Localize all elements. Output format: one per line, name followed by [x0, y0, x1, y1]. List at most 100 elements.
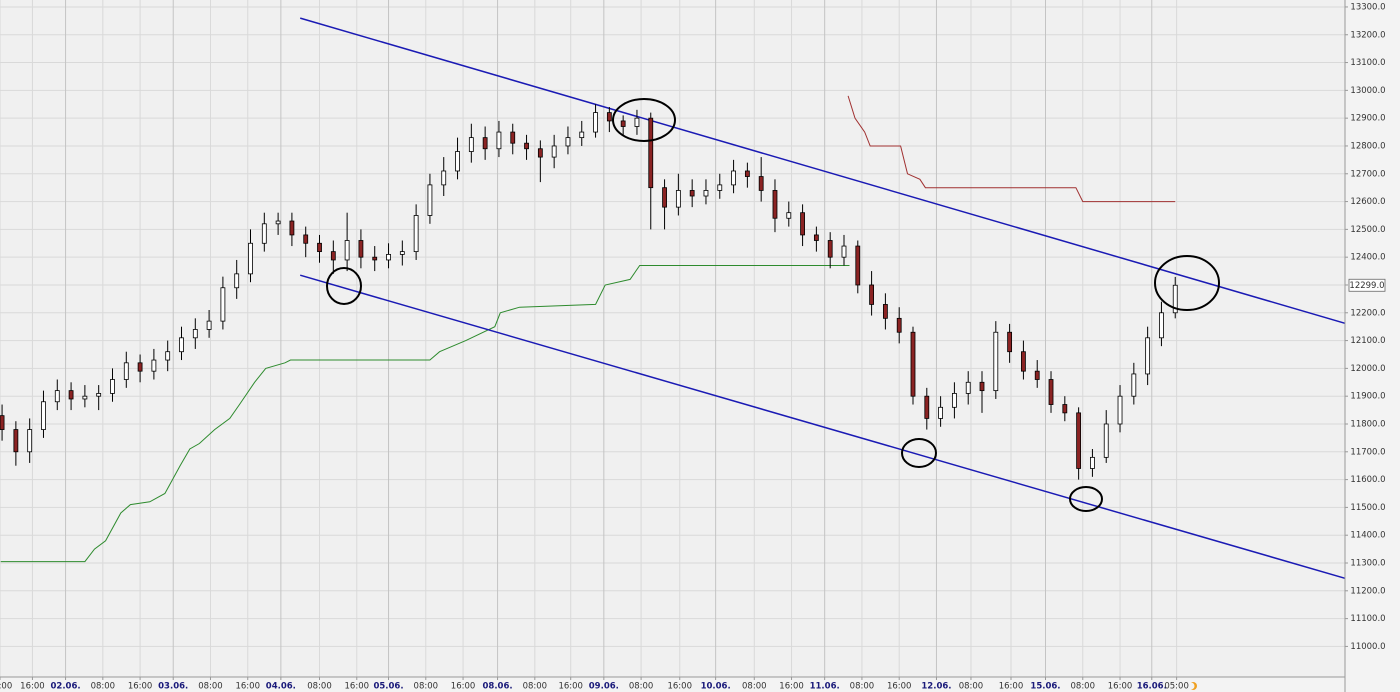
x-tick-label: 03.06.: [158, 682, 188, 692]
candle-body: [551, 145, 557, 158]
x-tick-label: 08:00: [307, 682, 332, 692]
candle-body: [192, 329, 198, 339]
candle-body: [1021, 351, 1026, 372]
y-tick-label: 12200.0: [1350, 308, 1385, 318]
x-tick-label: 08:00: [742, 682, 767, 692]
annotations: [326, 98, 1220, 512]
candle-body: [675, 190, 681, 208]
candle-body: [689, 190, 695, 197]
candle-body: [151, 359, 157, 372]
y-axis-area: [1345, 0, 1400, 692]
candle-body: [813, 234, 819, 241]
candle-body: [537, 148, 543, 158]
candle-body: [1131, 373, 1137, 397]
candle-body: [800, 212, 805, 236]
x-tick-label: 16:00: [779, 682, 804, 692]
candle-body: [455, 151, 460, 172]
y-tick-label: 11300.0: [1350, 559, 1385, 569]
candle-body: [54, 390, 60, 403]
candle-body: [441, 170, 447, 186]
y-tick-label: 12700.0: [1350, 169, 1385, 179]
y-tick-label: 12400.0: [1350, 253, 1385, 263]
candle-body: [344, 240, 350, 261]
x-tick-label: 16:00: [235, 682, 260, 692]
x-tick-label: 16:00: [667, 682, 692, 692]
candle-body: [317, 242, 322, 253]
indicator-line: [299, 17, 1346, 325]
plot-area: [0, 0, 1345, 677]
candle-body: [772, 190, 778, 219]
circle-annotation: [1154, 255, 1220, 311]
candle-body: [827, 240, 833, 258]
candle-body: [468, 137, 474, 152]
y-tick-label: 11600.0: [1350, 475, 1385, 485]
y-tick-label: 11400.0: [1350, 531, 1385, 541]
candle-body: [123, 362, 129, 380]
y-tick-label: 11800.0: [1350, 419, 1385, 429]
x-tick-label: 16:00: [20, 682, 45, 692]
candle-body: [593, 112, 598, 133]
circle-annotation: [1069, 486, 1103, 512]
candle-body: [206, 320, 212, 330]
y-tick-label: 11000.0: [1350, 642, 1385, 652]
candle-body: [68, 390, 74, 400]
candle-body: [220, 287, 226, 322]
candle-body: [13, 429, 19, 453]
candle-body: [565, 137, 571, 147]
y-tick-label: 11200.0: [1350, 586, 1385, 596]
candle-body: [96, 393, 102, 397]
candle-body: [275, 220, 281, 225]
y-tick-label: 13200.0: [1350, 30, 1385, 40]
candle-body: [855, 245, 861, 286]
last-price-box: [1348, 278, 1386, 292]
indicator-line: [299, 274, 1346, 580]
circle-annotation: [612, 98, 676, 142]
candle-body: [841, 245, 847, 258]
candle-body: [1117, 395, 1123, 425]
x-tick-label: 11.06.: [810, 682, 840, 692]
session-icon: [1187, 682, 1195, 690]
candles: [0, 104, 1178, 480]
candle-body: [289, 220, 295, 236]
candle-body: [82, 395, 88, 400]
x-tick-label: 04.06.: [266, 682, 296, 692]
x-tick-label: 16:00: [1108, 682, 1133, 692]
x-tick-label: 16:00: [887, 682, 912, 692]
candle-body: [703, 190, 709, 197]
grid: [0, 0, 1345, 677]
y-tick-label: 11900.0: [1350, 392, 1385, 402]
candle-body: [620, 120, 626, 127]
candle-body: [413, 215, 419, 253]
candle-body: [579, 131, 585, 139]
candle-body: [41, 401, 46, 430]
y-tick-label: 11700.0: [1350, 447, 1385, 457]
x-tick-label: 16:00: [558, 682, 583, 692]
candle-body: [179, 337, 184, 353]
candle-body: [1145, 337, 1151, 375]
x-tick-label: 08.06.: [482, 682, 512, 692]
indicator-line: [847, 95, 1176, 203]
candle-body: [1172, 284, 1178, 314]
candle-body: [524, 142, 529, 150]
x-tick-label: 08:00: [523, 682, 548, 692]
candle-body: [758, 176, 764, 191]
x-tick-label: 16:00: [128, 682, 153, 692]
candle-body: [979, 381, 985, 392]
x-tick-label: 08:00: [850, 682, 875, 692]
candle-body: [0, 415, 5, 430]
candle-body: [1103, 423, 1109, 458]
x-tick-label: 08:00: [959, 682, 984, 692]
x-tick-label: 08:00: [91, 682, 116, 692]
candle-body: [731, 170, 736, 186]
candle-body: [386, 253, 391, 261]
candle-body: [303, 234, 309, 244]
y-tick-label: 13300.0: [1350, 2, 1385, 12]
candle-body: [358, 240, 364, 258]
candle-body: [399, 251, 405, 255]
x-tick-label: 02.06.: [50, 682, 80, 692]
y-tick-label: 12500.0: [1350, 225, 1385, 235]
x-tick-label: 10.06.: [701, 682, 731, 692]
candle-body: [27, 429, 33, 453]
candle-body: [938, 406, 944, 419]
